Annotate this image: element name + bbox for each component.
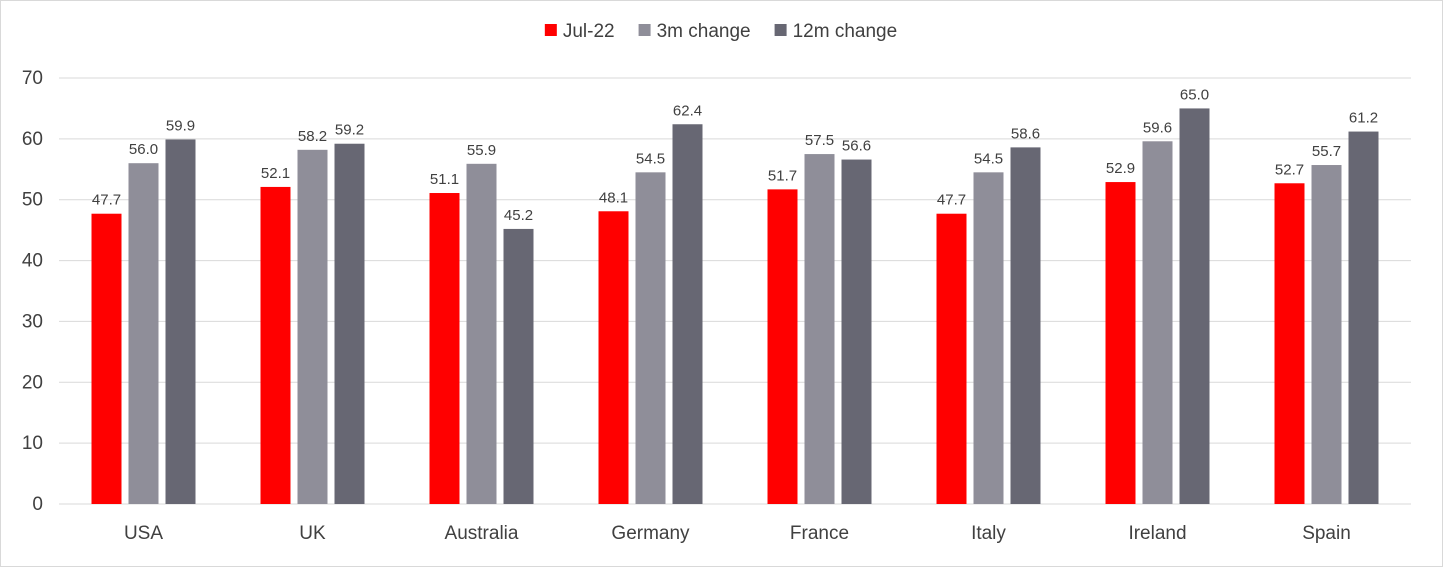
bar — [1105, 182, 1136, 504]
data-label: 54.5 — [974, 150, 1003, 167]
data-label: 56.6 — [842, 138, 871, 155]
bar — [334, 143, 365, 504]
y-tick-label: 0 — [32, 494, 43, 515]
data-labels: 47.7 56.0 59.9 52.1 58.2 59.2 51.1 55.9 45.2 48.1… — [92, 86, 1378, 223]
bar — [672, 124, 703, 504]
x-category-label: Ireland — [1128, 523, 1186, 544]
x-category-label: UK — [299, 523, 326, 544]
x-category-label: France — [790, 523, 849, 544]
y-tick-label: 60 — [22, 129, 43, 150]
bar — [260, 186, 291, 505]
data-label: 55.9 — [467, 142, 496, 159]
legend-swatch — [544, 24, 557, 36]
y-tick-label: 50 — [22, 190, 43, 211]
data-label: 58.6 — [1011, 125, 1040, 142]
data-label: 54.5 — [636, 150, 665, 167]
legend-item: 3m change — [638, 21, 751, 42]
legend-label: Jul-22 — [563, 21, 615, 42]
y-axis-ticks: 0 10 20 30 40 50 60 70 — [22, 68, 43, 515]
bar — [165, 139, 196, 505]
bar — [936, 213, 967, 504]
data-label: 58.2 — [298, 128, 327, 145]
data-label: 47.7 — [937, 192, 966, 209]
bar — [91, 213, 122, 504]
bar — [297, 149, 328, 504]
legend-swatch — [774, 24, 787, 36]
bar — [1142, 141, 1173, 504]
bar — [1348, 131, 1379, 504]
legend-item: Jul-22 — [544, 21, 615, 42]
bar — [1274, 183, 1305, 505]
y-tick-label: 10 — [22, 433, 43, 454]
bar — [503, 228, 534, 504]
y-tick-label: 20 — [22, 372, 43, 393]
legend-swatch — [638, 24, 651, 36]
data-label: 52.9 — [1106, 160, 1135, 177]
data-label: 59.9 — [166, 117, 195, 134]
bars — [91, 108, 1379, 505]
data-label: 47.7 — [92, 192, 121, 209]
y-tick-label: 70 — [22, 68, 43, 89]
data-label: 57.5 — [805, 132, 834, 149]
bar — [429, 193, 460, 504]
bar — [1179, 108, 1210, 504]
y-tick-label: 40 — [22, 251, 43, 272]
x-category-label: Germany — [611, 523, 690, 544]
legend: Jul-22 3m change 12m change — [544, 21, 898, 42]
data-label: 45.2 — [504, 207, 533, 224]
bar — [466, 163, 497, 504]
bar — [973, 172, 1004, 505]
data-label: 51.1 — [430, 171, 459, 188]
data-label: 61.2 — [1349, 110, 1378, 127]
bar — [598, 211, 629, 504]
data-label: 52.7 — [1275, 161, 1304, 178]
data-label: 51.7 — [768, 167, 797, 184]
bar — [767, 189, 798, 504]
bar — [1010, 147, 1041, 504]
data-label: 52.1 — [261, 165, 290, 182]
y-tick-label: 30 — [22, 311, 43, 332]
data-label: 65.0 — [1180, 86, 1209, 103]
bar — [804, 154, 835, 505]
bar — [1311, 165, 1342, 505]
data-label: 48.1 — [599, 189, 628, 206]
legend-item: 12m change — [774, 21, 898, 42]
data-label: 59.6 — [1143, 119, 1172, 136]
x-category-label: Australia — [445, 523, 519, 544]
legend-label: 12m change — [793, 21, 898, 42]
bar — [128, 163, 159, 504]
bar — [841, 159, 872, 504]
data-label: 62.4 — [673, 102, 702, 119]
x-axis-categories: USA UK Australia Germany France Italy Ireland S… — [124, 523, 1351, 544]
data-label: 55.7 — [1312, 143, 1341, 160]
data-label: 56.0 — [129, 141, 158, 158]
bar — [635, 172, 666, 505]
data-label: 59.2 — [335, 122, 364, 139]
x-category-label: Italy — [971, 523, 1006, 544]
x-category-label: USA — [124, 523, 163, 544]
legend-label: 3m change — [657, 21, 751, 42]
x-category-label: Spain — [1302, 523, 1351, 544]
